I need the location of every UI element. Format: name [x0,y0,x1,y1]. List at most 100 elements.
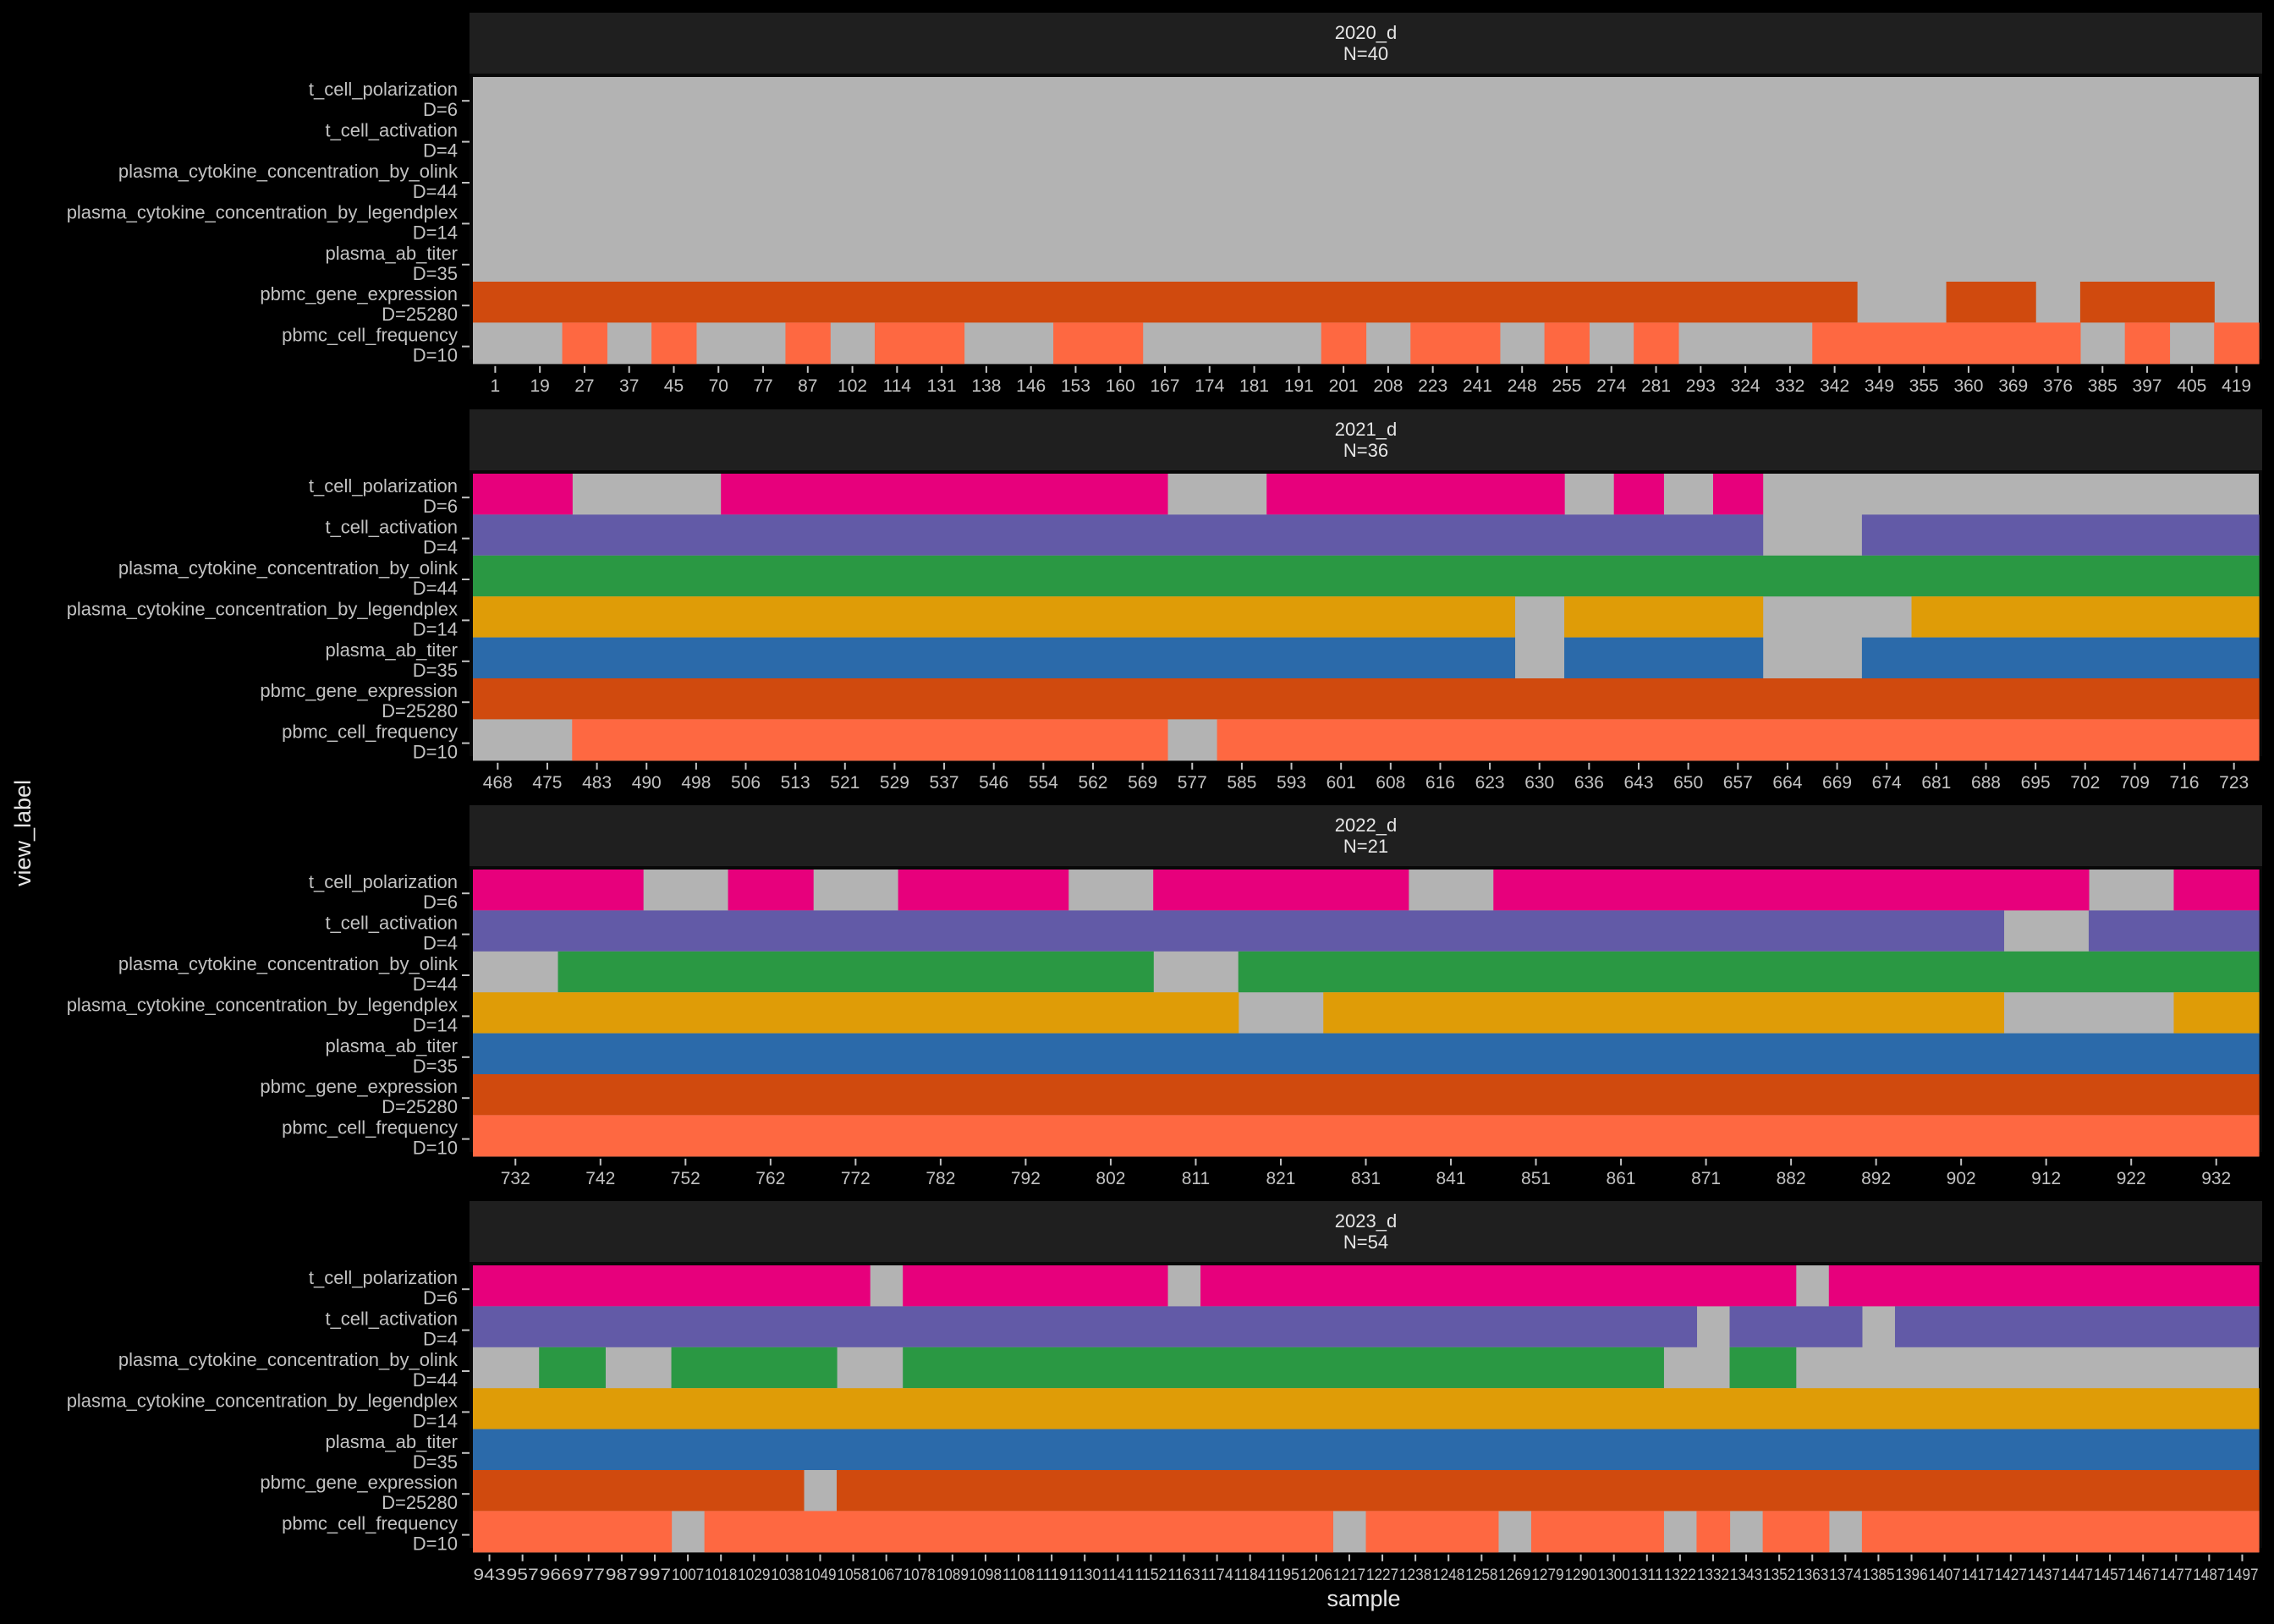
cell-present-plasma_ab_titer [473,1429,2260,1471]
row-label: pbmc_gene_expression [260,680,458,701]
x-tick-label: 87 [798,376,817,396]
x-tick-label: 562 [1078,773,1107,793]
facet-strip [470,13,2262,74]
x-tick-label: 623 [1475,773,1505,793]
x-tick-label: 490 [632,773,662,793]
x-tick-label: 821 [1266,1169,1295,1188]
x-tick-label: 1206 [1300,1566,1332,1584]
cell-present-pbmc_gene_expression [1946,282,2036,323]
row-dim-label: D=14 [413,618,458,639]
x-tick-label: 498 [681,773,711,793]
x-tick-label: 1078 [904,1566,936,1584]
x-tick-label: 966 [540,1566,572,1584]
cell-present-pbmc_cell_frequency [785,322,831,365]
x-tick-label: 643 [1623,773,1653,793]
x-tick-label: 688 [1971,773,2001,793]
cell-present-pbmc_cell_frequency [1410,322,1501,365]
x-tick-label: 1163 [1167,1566,1200,1584]
cell-present-pbmc_cell_frequency [1696,1511,1731,1553]
x-tick-label: 709 [2120,773,2150,793]
cell-missing-t_cell_polarization [473,77,2259,118]
cell-present-t_cell_polarization [721,474,1168,515]
x-tick-label: 943 [473,1566,505,1584]
x-tick-label: 1467 [2127,1566,2159,1584]
row-dim-label: D=25280 [382,1492,458,1513]
x-tick-label: 181 [1239,376,1269,396]
row-dim-label: D=25280 [382,700,458,721]
x-tick-label: 1427 [1995,1566,2027,1584]
row-label: plasma_cytokine_concentration_by_legendp… [67,598,458,619]
x-tick-label: 174 [1195,376,1224,396]
x-tick-label: 802 [1096,1169,1125,1188]
x-tick-label: 529 [880,773,909,793]
row-dim-label: D=35 [413,1056,458,1077]
cell-present-pbmc_cell_frequency [704,1511,1334,1553]
facet-title: 2022_d [1335,815,1397,836]
x-tick-label: 922 [2117,1169,2146,1188]
x-tick-label: 1130 [1068,1566,1101,1584]
x-tick-label: 593 [1277,773,1306,793]
row-dim-label: D=10 [413,345,458,366]
cell-present-plasma_cytokine_concentration_by_olink [539,1347,606,1389]
x-tick-label: 332 [1775,376,1804,396]
x-tick-label: 274 [1596,376,1626,396]
x-tick-label: 657 [1723,773,1753,793]
y-axis-title: view_label [10,780,36,886]
cell-present-t_cell_activation [1861,514,2260,557]
x-tick-label: 851 [1521,1169,1551,1188]
cell-present-plasma_ab_titer [1861,637,2260,679]
cell-present-pbmc_cell_frequency [1365,1511,1499,1553]
row-dim-label: D=6 [423,99,458,120]
cell-present-t_cell_polarization [1712,474,1764,515]
row-dim-label: D=44 [413,578,458,599]
x-tick-label: 191 [1284,376,1314,396]
row-dim-label: D=44 [413,181,458,202]
x-tick-label: 1290 [1564,1566,1596,1584]
cell-present-t_cell_polarization [1493,870,2090,911]
x-tick-label: 650 [1673,773,1703,793]
row-label: pbmc_gene_expression [260,1472,458,1493]
x-tick-label: 138 [971,376,1001,396]
x-tick-label: 1269 [1498,1566,1530,1584]
x-tick-label: 997 [639,1566,671,1584]
cell-present-t_cell_polarization [1266,474,1565,515]
x-tick-label: 241 [1463,376,1492,396]
x-tick-label: 255 [1552,376,1581,396]
facet-panels: 2020_dN=40t_cell_polarizationD=6t_cell_a… [67,13,2262,1584]
x-tick-label: 27 [574,376,594,396]
x-tick-label: 1227 [1366,1566,1398,1584]
x-tick-label: 1058 [837,1566,869,1584]
cell-present-pbmc_cell_frequency [1530,1511,1664,1553]
x-tick-label: 1487 [2193,1566,2225,1584]
row-label: t_cell_activation [325,120,458,141]
cell-present-t_cell_polarization [1828,1265,2260,1307]
x-axis-title: sample [1326,1586,1400,1611]
x-tick-label: 1195 [1267,1566,1299,1584]
x-tick-label: 752 [671,1169,700,1188]
x-tick-label: 506 [731,773,761,793]
x-tick-label: 569 [1128,773,1157,793]
x-tick-label: 1385 [1862,1566,1894,1584]
row-label: pbmc_cell_frequency [282,325,458,346]
cell-present-t_cell_polarization [473,870,644,911]
cell-present-pbmc_cell_frequency [562,322,607,365]
x-tick-label: 601 [1326,773,1356,793]
x-tick-label: 360 [1953,376,1983,396]
x-tick-label: 871 [1691,1169,1721,1188]
row-dim-label: D=6 [423,892,458,913]
x-tick-label: 1067 [871,1566,903,1584]
x-tick-label: 475 [532,773,562,793]
x-tick-label: 585 [1227,773,1256,793]
cell-present-pbmc_cell_frequency [1544,322,1590,365]
facet-strip [470,805,2262,866]
x-tick-label: 912 [2031,1169,2061,1188]
cell-present-pbmc_cell_frequency [651,322,697,365]
x-tick-label: 349 [1865,376,1894,396]
row-label: plasma_cytokine_concentration_by_legendp… [67,1390,458,1411]
facet-panel-2020_d: 2020_dN=40 t_cell_polarizationD=6t_cell_a… [67,13,2262,396]
facet-n: N=21 [1343,836,1388,857]
cell-present-t_cell_polarization [473,1265,871,1307]
x-tick-label: 1018 [705,1566,737,1584]
x-tick-label: 1322 [1664,1566,1696,1584]
row-dim-label: D=4 [423,140,458,162]
